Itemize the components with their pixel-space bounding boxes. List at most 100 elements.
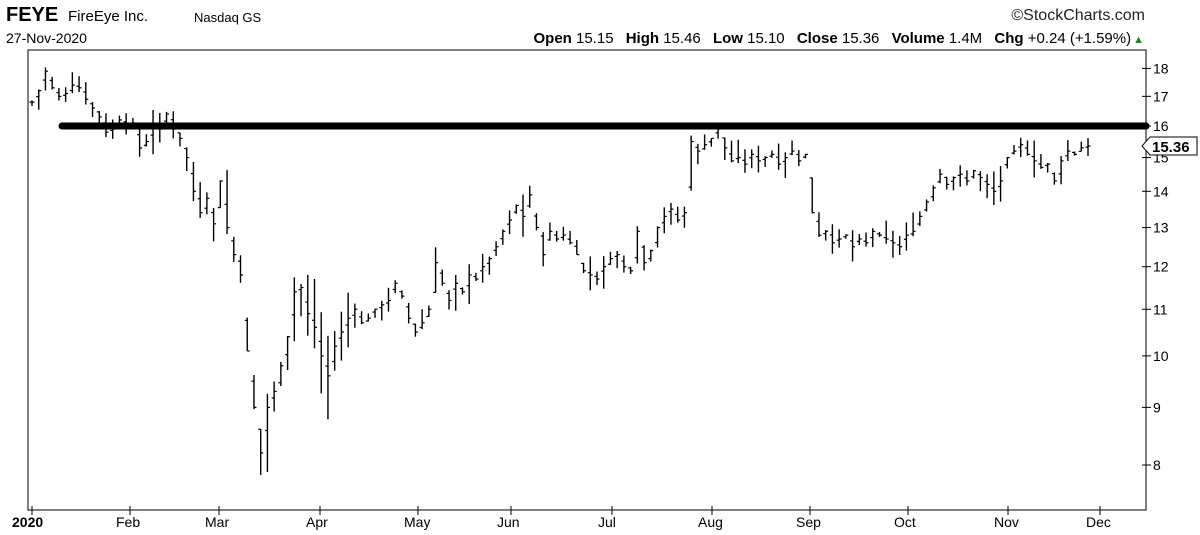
ohlc-bar (661, 207, 667, 234)
ohlc-bar (1085, 138, 1091, 157)
ohlc-bar (298, 284, 304, 317)
price-bars (29, 67, 1091, 475)
ohlc-bar (164, 111, 170, 124)
y-tick-label: 11 (1153, 301, 1168, 317)
low-label: Low (712, 30, 743, 47)
volume-label: Volume (891, 30, 945, 47)
ohlc-bar (634, 226, 640, 264)
ohlc-bar (412, 323, 418, 337)
ohlc-bar (238, 255, 244, 283)
x-tick-label: Mar (205, 514, 229, 530)
ohlc-bar (379, 300, 385, 321)
ohlc-bar (90, 102, 96, 117)
ohlc-bar (742, 149, 748, 173)
ohlc-bar (217, 180, 223, 209)
ohlc-bar (406, 302, 412, 324)
ohlc-bar (204, 192, 210, 215)
x-tick-label: Dec (1086, 514, 1111, 530)
ohlc-bar (917, 211, 923, 227)
ohlc-bar (211, 207, 217, 242)
ohlc-bar (69, 72, 75, 94)
ohlc-bar (977, 171, 983, 192)
ohlc-bar (984, 174, 990, 199)
ohlc-bar (789, 140, 795, 156)
ohlc-bar (547, 222, 553, 241)
x-tick-label: Oct (894, 514, 916, 530)
chart-date: 27-Nov-2020 (6, 30, 87, 46)
ohlc-bar (876, 232, 882, 237)
ohlc-bar (950, 176, 956, 191)
ohlc-bar (930, 185, 936, 202)
ohlc-bar (533, 213, 539, 231)
ohlc-bar (829, 224, 835, 254)
ohlc-bar (338, 311, 344, 361)
ohlc-bar (177, 132, 183, 147)
ohlc-bar (749, 149, 755, 169)
last-price-tag (1141, 136, 1198, 156)
y-tick-label: 12 (1153, 259, 1169, 275)
ohlc-bar (755, 145, 761, 173)
ohlc-bar (971, 169, 977, 179)
volume-value: 1.4M (948, 30, 983, 47)
y-tick-label: 14 (1153, 183, 1169, 199)
ohlc-bar (675, 206, 681, 223)
ohlc-bar (285, 335, 291, 371)
stockcharts-credit[interactable]: ©StockCharts.com (1011, 7, 1145, 24)
ohlc-bar (459, 287, 465, 295)
ohlc-bar (305, 274, 311, 336)
ohlc-bar (574, 239, 580, 256)
y-tick-label: 17 (1153, 88, 1169, 104)
ohlc-bar (581, 262, 587, 274)
y-tick-label: 18 (1153, 60, 1169, 76)
ohlc-bar (782, 152, 788, 178)
ohlc-bar (426, 305, 432, 318)
ohlc-bar (520, 194, 526, 237)
ohlc-bar (587, 256, 593, 291)
ohlc-bar (433, 247, 439, 293)
ohlc-bar (244, 317, 250, 352)
ohlc-bar (493, 241, 499, 256)
ohlc-bar (318, 312, 324, 394)
x-axis: 2020 Feb Mar Apr May Jun Jul Aug Sep Oct Nov Dec (12, 506, 1111, 530)
ohlc-bar (1051, 172, 1057, 185)
ohlc-bar (762, 156, 768, 167)
ohlc-bar (937, 168, 943, 184)
low-value: 15.10 (747, 30, 785, 47)
close-value: 15.36 (841, 30, 880, 47)
last-price-label: 15.36 (1141, 136, 1198, 156)
ohlc-bar (372, 308, 378, 318)
ohlc-bar (36, 89, 42, 110)
ohlc-bar (42, 67, 48, 91)
ohlc-bar (1018, 137, 1024, 158)
ohlc-bar (359, 311, 365, 325)
ohlc-bar (607, 251, 613, 265)
ohlc-bar (291, 277, 297, 342)
ohlc-bar (231, 236, 237, 262)
ohlc-bar (325, 335, 331, 420)
ohlc-bar (446, 290, 452, 310)
ohlc-bar (621, 255, 627, 273)
x-tick-label: Jun (497, 514, 520, 530)
x-tick-label: Nov (994, 514, 1019, 530)
ohlc-bar (83, 82, 89, 105)
ohlc-bar (63, 87, 69, 102)
ohlc-bar (392, 280, 398, 294)
ohlc-bar (466, 264, 472, 305)
ohlc-bar (49, 76, 55, 90)
ohlc-bar (796, 150, 802, 167)
x-tick-label: Sep (796, 514, 821, 530)
ohlc-bar (271, 381, 277, 412)
open-label: Open (533, 30, 572, 47)
ohlc-bar (554, 230, 560, 242)
x-tick-label: Feb (116, 514, 140, 530)
y-tick-label: 10 (1153, 348, 1169, 364)
ohlc-bar (29, 100, 35, 106)
y-tick-label: 9 (1153, 399, 1161, 415)
ohlc-bar (668, 202, 674, 225)
ohlc-bar (735, 139, 741, 164)
open-value: 15.15 (576, 30, 614, 47)
ohlc-bar (957, 165, 963, 187)
ohlc-bar (190, 161, 196, 202)
